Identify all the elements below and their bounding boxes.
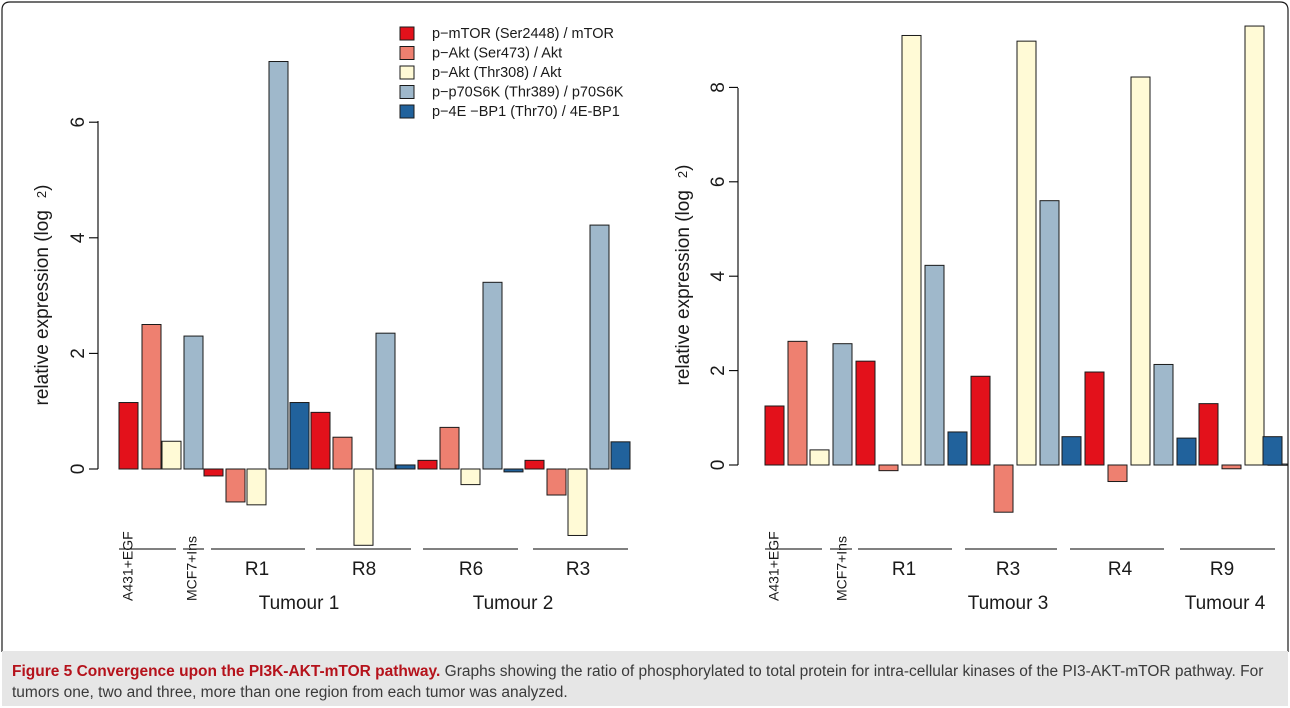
- legend: p−mTOR (Ser2448) / mTOR p−Akt (Ser473) / …: [399, 26, 624, 120]
- legend-swatch-5: [399, 104, 415, 119]
- left-x-labels: A431+EGF MCF7+Ins R1 R8 R6 R3: [119, 531, 628, 601]
- left-bar-r3-series-2: [546, 468, 567, 496]
- left-bar-r6-series-5: [503, 468, 524, 473]
- left-bar-r3-series-3: [567, 468, 588, 536]
- right-bar-a431-egf-series-2: [787, 340, 808, 466]
- right-x-labels: A431+EGF MCF7+Ins R1 R3 R4 R9: [765, 531, 1275, 601]
- left-bar-r8-series-3: [353, 468, 374, 546]
- right-bar-r3-series-3: [1016, 40, 1037, 466]
- legend-swatch-3: [399, 65, 415, 80]
- left-y-tick-label-3: 6: [68, 117, 89, 128]
- left-chart: 0 2 4 6 relative expression (log2) A431+EGF…: [32, 61, 631, 614]
- left-group-label-4: R8: [352, 559, 376, 580]
- right-bar-r4-series-3: [1130, 76, 1151, 466]
- right-y-tick-label-4: 8: [708, 82, 729, 93]
- left-bar-a431-egf-series-2: [141, 324, 162, 470]
- right-bar-a431-egf-series-3: [809, 449, 830, 466]
- right-bar-r1-series-4: [924, 264, 945, 466]
- left-bar-r3-series-4: [589, 224, 610, 470]
- legend-label-5: p−4E −BP1 (Thr70) / 4E-BP1: [432, 104, 620, 120]
- legend-label-4: p−p70S6K (Thr389) / p70S6K: [432, 85, 624, 101]
- legend-swatch-1: [399, 26, 415, 41]
- right-bars: [764, 25, 1288, 513]
- left-bar-r8-series-4: [375, 332, 396, 470]
- left-y-ticks: 0 2 4 6: [68, 117, 98, 474]
- right-bar-r3-series-5: [1061, 436, 1082, 466]
- right-tumour-label-1: Tumour 3: [968, 593, 1049, 614]
- right-y-axis-label: relative expression (log2): [673, 165, 694, 386]
- right-tumour-label-2: Tumour 4: [1185, 593, 1266, 614]
- left-group-label-2: MCF7+Ins: [184, 536, 200, 601]
- left-bar-r8-series-1: [310, 411, 331, 470]
- right-bar-r9-series-2: [1221, 464, 1242, 470]
- right-bar-r3-series-1: [970, 375, 991, 466]
- right-group-label-5: R4: [1108, 559, 1133, 580]
- right-bar-r4-series-5: [1176, 437, 1197, 466]
- legend-label-3: p−Akt (Thr308) / Akt: [432, 65, 561, 81]
- legend-swatch-2: [399, 46, 415, 60]
- right-y-ticks: 0 2 4 6 8: [708, 82, 738, 470]
- left-bar-r6-series-3: [460, 468, 481, 486]
- right-group-label-1: A431+EGF: [766, 531, 782, 601]
- left-bar-r1-series-3: [246, 468, 267, 506]
- left-y-tick-label-2: 4: [68, 232, 89, 243]
- figure-border: [1, 1, 1289, 652]
- legend-label-2: p−Akt (Ser473) / Akt: [432, 46, 562, 62]
- right-y-tick-label-2: 4: [708, 270, 729, 281]
- right-group-label-2: MCF7+Ins: [834, 536, 850, 601]
- left-group-label-3: R1: [245, 559, 269, 580]
- right-bar-a431-egf-series-1: [764, 405, 785, 466]
- right-y-tick-label-3: 6: [708, 177, 729, 188]
- right-group-label-4: R3: [996, 559, 1020, 580]
- left-bar-r1-series-4: [268, 61, 289, 470]
- right-bar-r4-series-2: [1107, 464, 1128, 483]
- left-bar-mcf7-ins-series-4: [183, 335, 204, 470]
- legend-swatch-4: [399, 85, 415, 99]
- left-y-tick-label-1: 2: [68, 348, 89, 359]
- caption-title: Figure 5 Convergence upon the PI3K-AKT-m…: [12, 663, 441, 680]
- left-group-label-5: R6: [459, 559, 483, 580]
- right-bar-mcf7-ins-series-4: [832, 343, 853, 466]
- left-group-label-6: R3: [566, 559, 590, 580]
- left-bar-r6-series-1: [417, 459, 438, 470]
- right-bar-r9-series-1: [1198, 403, 1219, 466]
- right-bar-r1-series-1: [855, 360, 876, 466]
- right-group-label-6: R9: [1210, 559, 1234, 580]
- left-bar-r8-series-2: [332, 436, 353, 470]
- right-y-tick-label-0: 0: [708, 460, 729, 471]
- left-y-axis-label: relative expression (log2): [32, 185, 53, 406]
- left-bar-r1-series-1: [203, 468, 224, 477]
- left-tumour-label-2: Tumour 2: [473, 593, 554, 614]
- right-bar-r3-series-2: [993, 464, 1014, 513]
- caption-text: Graphs showing the ratio of phosphorylat…: [12, 663, 1264, 701]
- left-group-label-1: A431+EGF: [120, 531, 136, 601]
- right-bar-r9-series-3: [1244, 25, 1265, 466]
- left-bar-r3-series-1: [524, 459, 545, 470]
- left-bar-r8-series-5: [395, 464, 416, 470]
- right-bar-r1-series-2: [878, 464, 899, 472]
- right-bar-r3-series-4: [1039, 200, 1060, 466]
- right-bar-r1-series-5: [947, 431, 968, 466]
- left-tumour-label-1: Tumour 1: [259, 593, 340, 614]
- right-bar-r1-series-3: [901, 34, 922, 466]
- right-group-label-3: R1: [892, 559, 916, 580]
- left-bar-r6-series-4: [482, 281, 503, 470]
- right-y-tick-label-1: 2: [708, 365, 729, 376]
- left-bars: [118, 61, 631, 546]
- left-bar-a431-egf-series-3: [161, 440, 182, 470]
- legend-label-1: p−mTOR (Ser2448) / mTOR: [432, 26, 614, 42]
- right-bar-r4-series-4: [1153, 363, 1174, 466]
- left-bar-a431-egf-series-1: [118, 402, 139, 470]
- left-bar-r1-series-5: [289, 402, 310, 470]
- left-bar-r6-series-2: [439, 426, 460, 470]
- figure-caption: Figure 5 Convergence upon the PI3K-AKT-m…: [2, 651, 1288, 706]
- left-bar-r1-series-2: [225, 468, 246, 503]
- left-bar-r3-series-5: [610, 441, 631, 470]
- figure-charts: 0 2 4 6 relative expression (log2) A431+EGF…: [1, 1, 1289, 652]
- left-y-tick-label-0: 0: [68, 464, 89, 475]
- right-bar-r4-series-1: [1084, 371, 1105, 466]
- right-bar-r9-series-5: [1262, 436, 1283, 466]
- right-chart: 0 2 4 6 8 relative expression (log2) A431+EG…: [673, 25, 1288, 614]
